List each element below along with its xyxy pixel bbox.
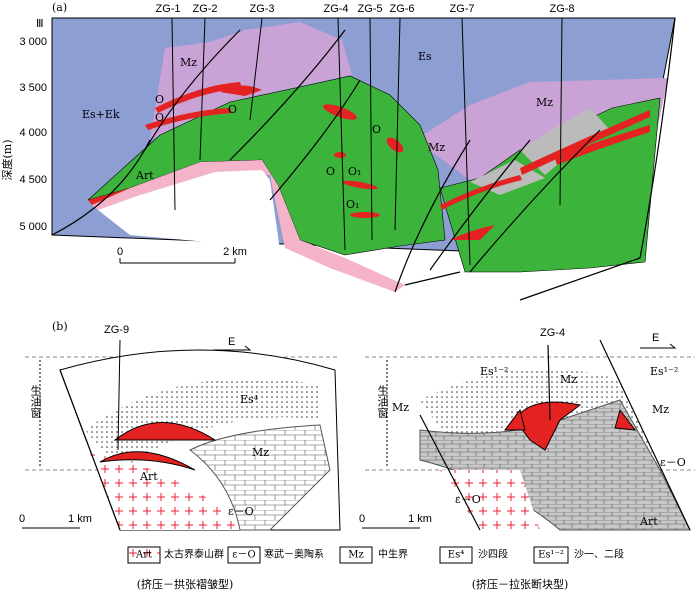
unit-label: Art xyxy=(139,470,158,483)
well-label: ZG-3 xyxy=(249,3,274,15)
legend: Art 太古界泰山群 ε－O 寒武－奥陶系 Mz 中生界 Es⁴ 沙四段 Es¹… xyxy=(127,546,624,564)
unit-label: ε－O xyxy=(455,493,481,506)
unit-label: Mz xyxy=(428,141,445,154)
legend-text: 太古界泰山群 xyxy=(164,548,224,561)
depth-tick: 3 000 xyxy=(19,36,47,48)
section-label: Ⅲ xyxy=(36,18,44,30)
well-label: ZG-7 xyxy=(449,3,474,15)
well-label: ZG-1 xyxy=(155,3,180,15)
unit-label: O xyxy=(155,93,164,106)
unit-label: O₁ xyxy=(346,198,359,211)
well-label: ZG-4 xyxy=(323,3,348,15)
unit-label: ε－O xyxy=(228,505,254,518)
art-core xyxy=(98,170,280,250)
caption: (挤压－拱张褶皱型) xyxy=(137,577,234,591)
unit-label: Mz xyxy=(252,446,269,459)
scale-label: 1 km xyxy=(408,513,432,525)
scale-bar xyxy=(119,258,236,264)
unit-label: Es⁴ xyxy=(240,393,259,406)
unit-label: Mz xyxy=(392,401,409,414)
panel-label: (b) xyxy=(52,320,68,333)
oil-bands xyxy=(88,82,650,240)
legend-text: 沙四段 xyxy=(478,548,508,561)
depth-tick: 5 000 xyxy=(19,221,47,233)
unit-label: Es¹⁻² xyxy=(480,365,508,378)
unit-label: O xyxy=(326,165,335,178)
legend-symbol: ε－O xyxy=(232,550,255,561)
depth-tick: 4 500 xyxy=(19,174,47,186)
well-label: ZG-9 xyxy=(104,324,129,336)
legend-text: 中生界 xyxy=(378,548,408,561)
unit-label: Es¹⁻² xyxy=(650,365,678,378)
legend-symbol: Es¹⁻² xyxy=(538,550,564,561)
legend-text: 沙一、二段 xyxy=(574,548,624,561)
scale-label: 1 km xyxy=(68,513,92,525)
oil-window: 生油窗 xyxy=(29,384,42,419)
unit-label: Art xyxy=(639,515,658,528)
legend-symbol: Art xyxy=(135,550,152,561)
unit-label: O xyxy=(155,111,164,124)
direction: E xyxy=(652,332,659,344)
legend-symbol: Es⁴ xyxy=(448,550,464,561)
scale-label: 0 xyxy=(117,246,123,258)
well-label: ZG-2 xyxy=(192,3,217,15)
unit-label: O xyxy=(372,123,381,136)
right-section: ZG-4 E 生油窗 Es¹⁻² Es¹⁻² Mz Mz Mz ε－O ε－O … xyxy=(359,327,695,531)
well-label: ZG-5 xyxy=(357,3,382,15)
scale-label: 0 xyxy=(359,513,365,525)
well-label: ZG-8 xyxy=(549,3,574,15)
unit-label: Es xyxy=(418,50,432,63)
legend-symbol: Mz xyxy=(348,550,364,561)
unit-label: Es+Ek xyxy=(82,108,120,121)
well-label: ZG-6 xyxy=(389,3,414,15)
unit-label: Art xyxy=(135,169,154,182)
faults xyxy=(51,17,676,301)
well-label: ZG-4 xyxy=(540,327,565,339)
caption: (挤压－拉张断块型) xyxy=(472,577,569,591)
legend-text: 寒武－奥陶系 xyxy=(264,548,324,561)
scale-label: 2 km xyxy=(223,246,247,258)
left-section: ZG-9 E 生油窗 Es⁴ Mz Art ε－O 0 1 km xyxy=(19,324,341,531)
wells xyxy=(171,17,563,266)
depth-title: 深度(m) xyxy=(0,139,14,180)
panel-a: (a) Ⅲ ZG-1 ZG-2 ZG-3 ZG-4 ZG-5 ZG-6 ZG-7… xyxy=(0,1,676,301)
unit-label: O xyxy=(228,103,237,116)
depth-tick: 3 500 xyxy=(19,82,47,94)
depth-tick: 4 000 xyxy=(19,127,47,139)
unit-label: Mz xyxy=(180,56,197,69)
unit-label: Mz xyxy=(560,373,577,386)
direction: E xyxy=(228,336,235,348)
unit-label: ε－O xyxy=(660,456,686,469)
unit-label: O₁ xyxy=(348,165,361,178)
scale-label: 0 xyxy=(19,513,25,525)
panel-label: (a) xyxy=(52,1,67,14)
oil-window: 生油窗 xyxy=(376,384,389,419)
unit-label: Mz xyxy=(536,96,553,109)
art-layer xyxy=(92,160,405,292)
panel-b: (b) ZG-9 E 生油窗 Es⁴ Mz Art ε－O 0 1 km ZG-… xyxy=(19,320,695,591)
mz-layer xyxy=(150,22,352,140)
unit-label: Mz xyxy=(652,403,669,416)
